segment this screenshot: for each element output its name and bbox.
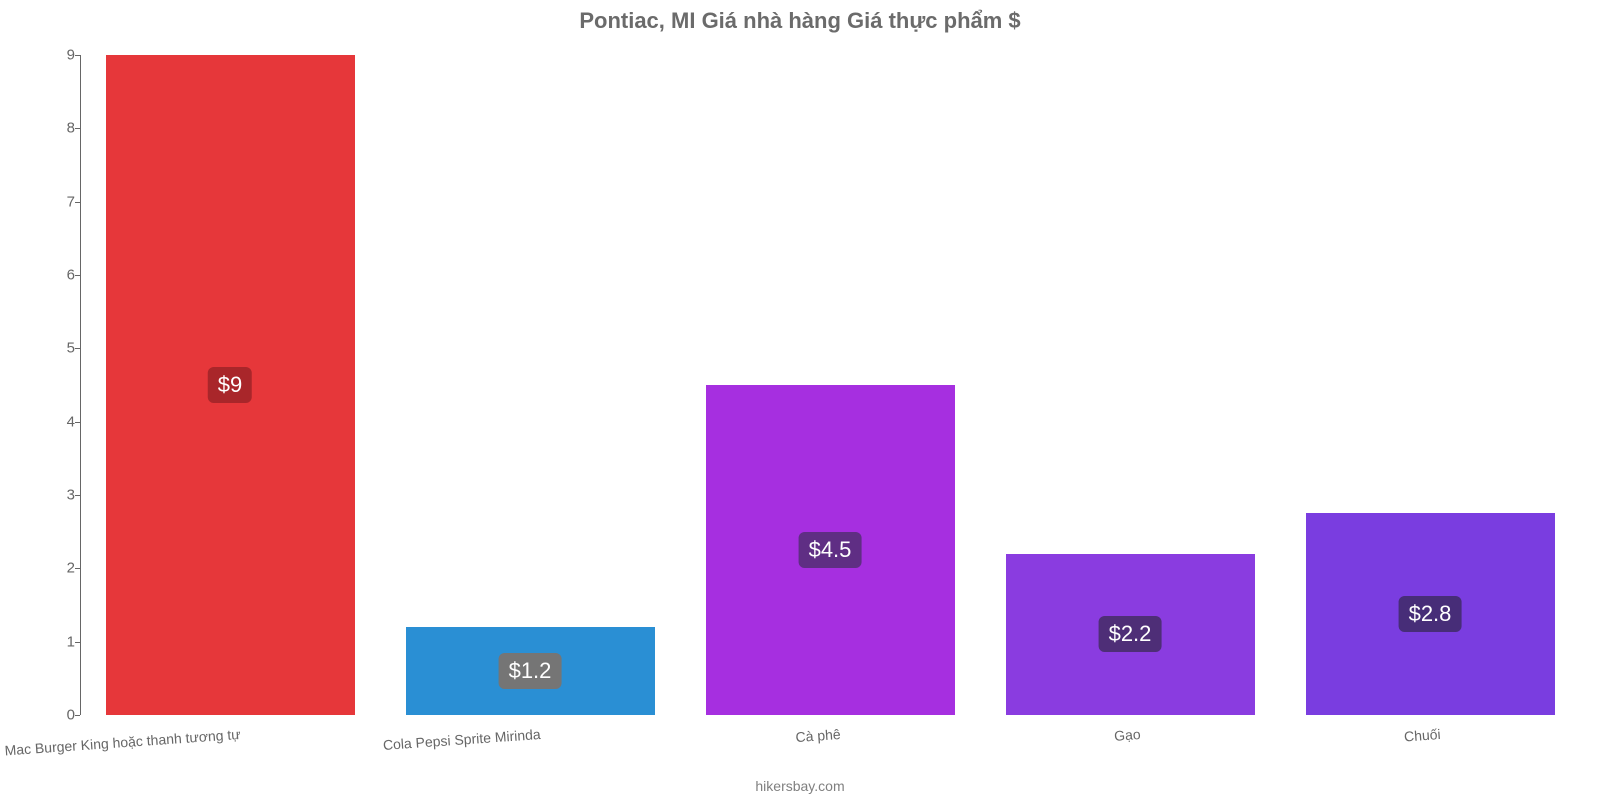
bars-container: $9 $1.2 $4.5 $2.2 $2.8 <box>80 55 1580 715</box>
y-tick-label: 2 <box>40 560 75 577</box>
x-category-label: Cola Pepsi Sprite Mirinda <box>382 726 541 753</box>
bar-value-label: $4.5 <box>799 532 862 568</box>
y-tick-label: 1 <box>40 633 75 650</box>
chart-credit: hikersbay.com <box>0 778 1600 794</box>
bar: $2.2 <box>1006 554 1255 715</box>
bar-value-label: $2.8 <box>1399 596 1462 632</box>
bar-value-label: $2.2 <box>1099 616 1162 652</box>
bar: $2.8 <box>1306 513 1555 715</box>
y-tick-label: 5 <box>40 340 75 357</box>
y-tick-label: 6 <box>40 267 75 284</box>
y-tick-label: 8 <box>40 120 75 137</box>
y-tick-mark <box>75 715 80 716</box>
y-tick-label: 0 <box>40 707 75 724</box>
bar: $9 <box>106 55 355 715</box>
x-category-label: Chuối <box>1403 726 1441 745</box>
x-category-label: Cà phê <box>795 726 841 745</box>
y-tick-label: 4 <box>40 413 75 430</box>
chart-title: Pontiac, MI Giá nhà hàng Giá thực phẩm $ <box>0 8 1600 34</box>
bar: $1.2 <box>406 627 655 715</box>
y-tick-label: 9 <box>40 47 75 64</box>
bar-value-label: $9 <box>208 367 252 403</box>
bar: $4.5 <box>706 385 955 715</box>
x-category-label: Gạo <box>1114 726 1142 744</box>
x-axis-labels: Mac Burger King hoặc thanh tương tựCola … <box>80 720 1580 760</box>
x-category-label: Mac Burger King hoặc thanh tương tự <box>4 726 241 758</box>
bar-value-label: $1.2 <box>499 653 562 689</box>
price-bar-chart: Pontiac, MI Giá nhà hàng Giá thực phẩm $… <box>0 0 1600 800</box>
y-tick-label: 3 <box>40 487 75 504</box>
y-tick-label: 7 <box>40 193 75 210</box>
